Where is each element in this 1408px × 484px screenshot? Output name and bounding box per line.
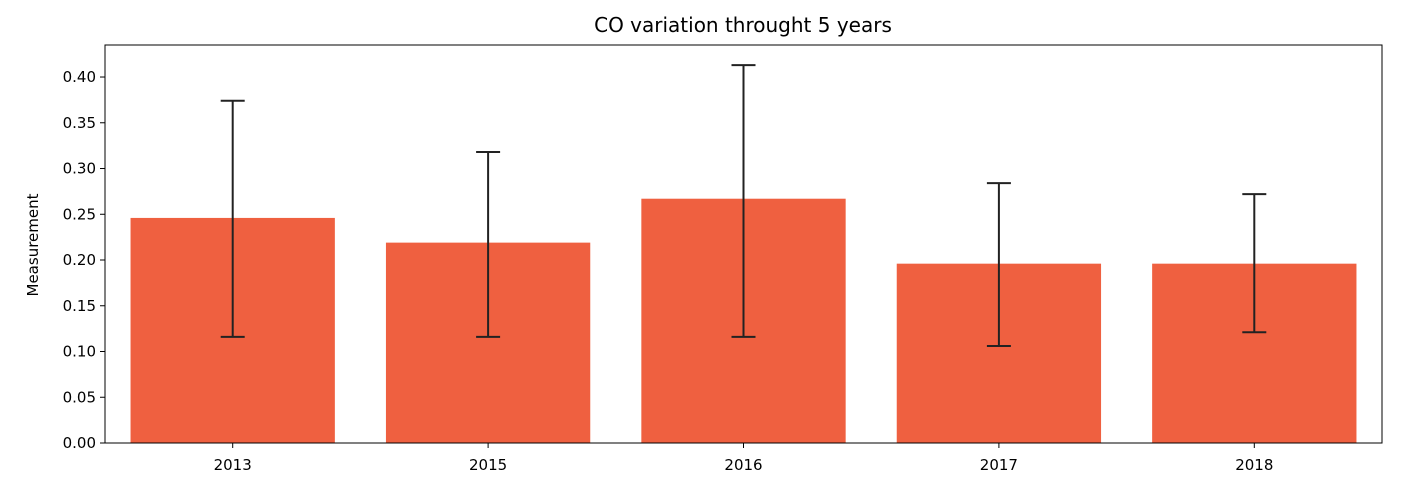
error-bar-2013 xyxy=(220,99,245,338)
y-tick-label: 0.00 xyxy=(63,434,96,452)
error-bar-2015 xyxy=(476,151,501,338)
x-tick-label: 2017 xyxy=(980,456,1018,474)
y-axis-label: Measurement xyxy=(24,193,42,296)
y-axis-ticks: 0.00 0.05 0.10 0.15 0.20 0.25 0.30 0.35 0.40 xyxy=(63,68,105,452)
x-tick-label: 2018 xyxy=(1235,456,1273,474)
error-bar-2017 xyxy=(986,182,1011,348)
y-tick-label: 0.40 xyxy=(63,68,96,86)
y-tick-label: 0.30 xyxy=(63,160,96,178)
y-tick-label: 0.10 xyxy=(63,343,96,361)
y-tick-label: 0.25 xyxy=(63,205,96,223)
plot-area-frame xyxy=(104,44,1383,444)
y-tick-label: 0.35 xyxy=(63,114,96,132)
x-tick-label: 2016 xyxy=(724,456,762,474)
error-bars-layer xyxy=(220,64,1267,348)
y-tick-label: 0.20 xyxy=(63,251,96,269)
chart-title: CO variation throught 5 years xyxy=(594,13,892,37)
y-tick-label: 0.05 xyxy=(63,388,96,406)
error-bar-2018 xyxy=(1242,193,1267,334)
x-tick-label: 2015 xyxy=(469,456,507,474)
x-tick-label: 2013 xyxy=(214,456,252,474)
y-tick-label: 0.15 xyxy=(63,297,96,315)
x-axis-ticks: 2013 2015 2016 2017 2018 xyxy=(214,443,1273,474)
error-bar-2016 xyxy=(731,64,756,338)
